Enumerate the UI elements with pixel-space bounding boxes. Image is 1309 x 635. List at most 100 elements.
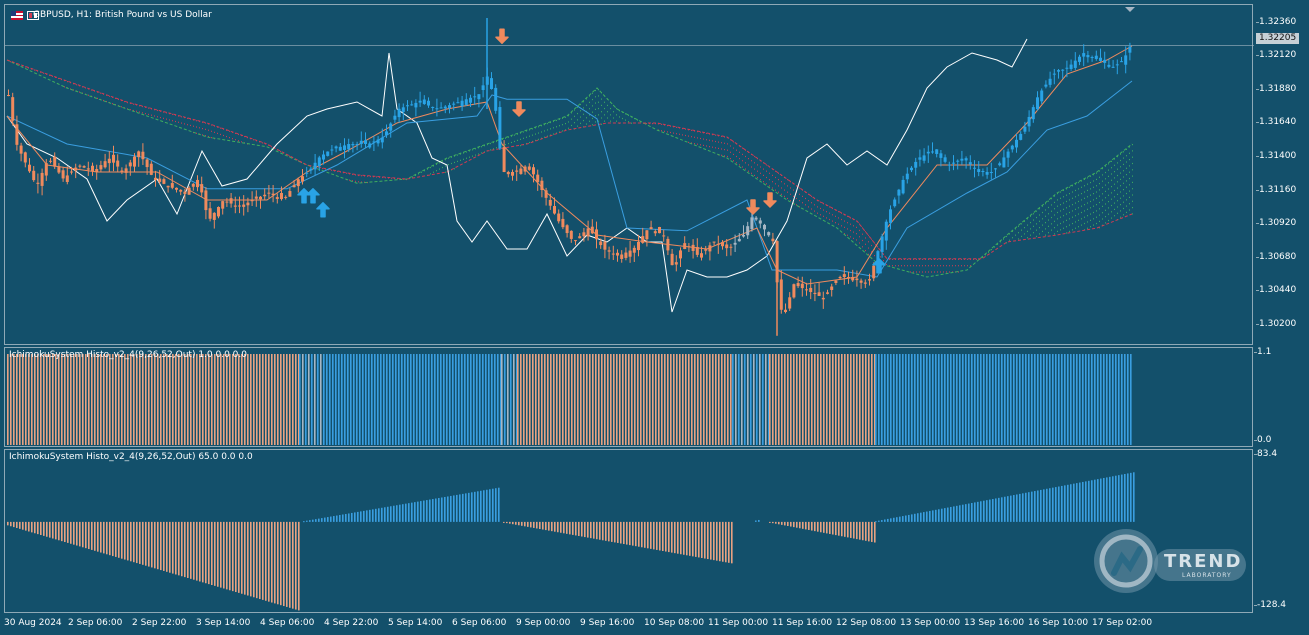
senkou-span-a-line (6, 59, 1133, 278)
histogram-1-bar (371, 354, 373, 445)
cloud-dot (1129, 152, 1130, 154)
cloud-dot (553, 133, 554, 135)
cloud-dot (1084, 216, 1085, 218)
cloud-dot (721, 148, 722, 150)
cloud-dot (1108, 207, 1109, 209)
histogram-2-bar (181, 521, 183, 577)
histogram-2-bar (986, 500, 988, 522)
histogram-1-bar (289, 354, 291, 445)
cloud-dot (1120, 172, 1121, 174)
cloud-dot (922, 265, 923, 267)
histogram-1-bar (392, 354, 394, 445)
price-chart-canvas[interactable] (5, 5, 1254, 346)
cloud-dot (751, 172, 752, 174)
cloud-dot (1024, 227, 1025, 229)
cloud-dot (1066, 213, 1067, 215)
candle-body (1010, 145, 1014, 150)
cloud-dot (970, 258, 971, 260)
histogram-2-bar (154, 521, 156, 569)
cloud-dot (748, 158, 749, 160)
histogram-1-bar (896, 354, 898, 445)
histogram-2-bar (626, 521, 628, 545)
cloud-dot (532, 134, 533, 136)
histogram-1-bar (154, 354, 156, 445)
cloud-dot (868, 247, 869, 249)
price-axis-tick: 1.31160 (1255, 184, 1297, 195)
histogram-2-bar (971, 502, 973, 522)
cloud-dot (997, 243, 998, 245)
histogram-1-bar (34, 354, 36, 445)
cloud-dot (766, 164, 767, 166)
indicator-2-scale-bottom: -128.4 (1253, 600, 1287, 610)
cloud-dot (1006, 242, 1007, 244)
price-axis-tick: 1.30920 (1255, 218, 1297, 229)
indicator-2-axis[interactable]: 83.4 -128.4 (1253, 449, 1309, 613)
candle-body (708, 245, 712, 252)
histogram-2-bar (662, 521, 664, 552)
candle-body (674, 262, 678, 265)
cloud-dot (712, 146, 713, 148)
candle-body (351, 144, 355, 146)
histogram-2-bar (187, 521, 189, 578)
cloud-dot (178, 121, 179, 123)
cloud-dot (523, 131, 524, 133)
cloud-dot (1021, 223, 1022, 225)
cloud-dot (730, 139, 731, 141)
cloud-dot (607, 111, 608, 113)
histogram-2-bar (295, 521, 297, 610)
cloud-dot (547, 123, 548, 125)
cloud-dot (865, 249, 866, 252)
cloud-dot (1069, 218, 1070, 220)
main-chart-pane[interactable]: GBPUSD, H1: British Pound vs US Dollar (4, 4, 1254, 346)
cloud-dot (961, 265, 962, 267)
indicator-pane-2[interactable]: IchimokuSystem Histo_v2_4(9,26,52,Out) 6… (4, 449, 1253, 613)
cloud-dot (592, 117, 593, 120)
cloud-dot (1120, 166, 1121, 168)
histogram-1-bar (205, 354, 207, 445)
candle-body (901, 179, 905, 194)
buy-signal-arrow-icon (297, 188, 311, 204)
cloud-dot (1066, 219, 1067, 221)
time-axis[interactable]: 30 Aug 2024 2 Sep 06:00 2 Sep 22:00 3 Sep 1… (0, 613, 1253, 635)
cloud-dot (802, 202, 803, 204)
cloud-dot (781, 193, 782, 195)
histogram-2-bar (1076, 483, 1078, 522)
indicator-1-axis[interactable]: 1.1 0.0 (1253, 347, 1309, 447)
time-axis-label: 5 Sep 14:00 (388, 618, 443, 628)
cloud-dot (817, 212, 818, 214)
cloud-dot (979, 258, 980, 260)
histogram-1-bar (1007, 354, 1009, 445)
histogram-2-bar (641, 521, 643, 548)
cloud-dot (883, 260, 884, 262)
histogram-2-bar (103, 521, 105, 554)
histogram-1-bar (1082, 354, 1084, 445)
cloud-dot (1093, 199, 1094, 201)
cloud-dot (1132, 162, 1133, 165)
cloud-dot (436, 170, 437, 172)
histogram-1-bar (1040, 354, 1042, 445)
cloud-dot (850, 229, 851, 232)
histogram-1-bar (184, 354, 186, 445)
indicator-pane-1[interactable]: IchimokuSystem Histo_v2_4(9,26,52,Out) 1… (4, 347, 1253, 447)
histogram-1-bar (58, 354, 60, 445)
price-axis[interactable]: 1.32360 1.32120 1.31880 1.31640 1.31400 1.311… (1253, 4, 1309, 345)
cloud-dot (580, 116, 581, 118)
cloud-dot (1078, 200, 1079, 203)
candle-body (989, 172, 993, 173)
cloud-dot (721, 154, 722, 156)
histogram-1-bar (715, 354, 717, 445)
cloud-dot (1132, 144, 1133, 146)
histogram-2-bar (199, 521, 201, 582)
candle-body (40, 172, 44, 186)
histogram-2-bar (542, 521, 544, 530)
cloud-dot (478, 153, 479, 155)
cloud-dot (784, 195, 785, 197)
cloud-dot (1051, 204, 1052, 206)
histogram-1-bar (762, 354, 764, 445)
histogram-1-bar (595, 354, 597, 445)
cloud-dot (796, 197, 797, 200)
cloud-dot (1117, 193, 1118, 195)
candle-body (532, 167, 535, 175)
cloud-dot (808, 206, 809, 208)
cloud-dot (1084, 210, 1085, 212)
